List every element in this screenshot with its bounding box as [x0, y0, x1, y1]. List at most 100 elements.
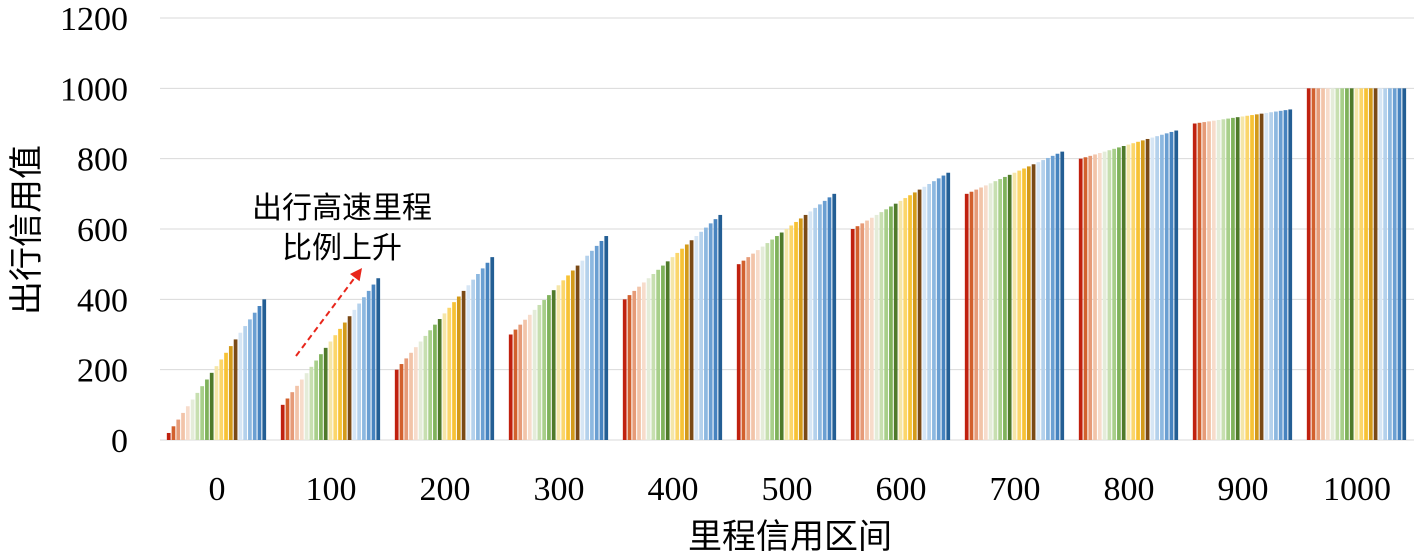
y-axis-title: 出行信用值	[7, 145, 47, 315]
bar	[1121, 146, 1126, 440]
bar	[1046, 157, 1050, 440]
bar	[1269, 112, 1273, 440]
bar	[1254, 114, 1259, 441]
bar	[813, 207, 817, 440]
bar	[708, 223, 713, 440]
bar	[1335, 88, 1340, 440]
bar	[993, 181, 998, 441]
bar	[1250, 115, 1254, 440]
bar	[903, 198, 908, 440]
bar	[352, 309, 357, 440]
x-axis-title: 里程信用区间	[688, 517, 892, 557]
bar	[547, 295, 551, 440]
bar	[228, 346, 233, 440]
bar	[751, 253, 755, 440]
bar	[456, 296, 461, 440]
bar	[927, 183, 931, 441]
bar	[190, 399, 195, 440]
bar	[309, 366, 314, 440]
bar	[922, 186, 927, 440]
bar	[1174, 130, 1179, 440]
bar	[1330, 88, 1335, 440]
bar	[656, 269, 661, 440]
bar	[551, 290, 556, 440]
bar	[622, 299, 627, 440]
bar	[604, 236, 609, 440]
bar	[1349, 88, 1354, 440]
bar	[394, 369, 399, 440]
bar	[1083, 157, 1088, 440]
bar	[171, 426, 176, 440]
bar	[224, 352, 228, 440]
bar	[1264, 112, 1269, 440]
bar	[646, 278, 651, 440]
bar	[794, 221, 798, 440]
bar	[1231, 117, 1235, 441]
bar	[176, 419, 181, 440]
bar	[1150, 137, 1155, 440]
bar	[471, 279, 475, 440]
bar	[1041, 160, 1045, 440]
bar	[1097, 153, 1102, 441]
bar	[366, 290, 371, 440]
bar	[290, 392, 295, 440]
bar	[893, 203, 898, 440]
x-tick-label: 700	[990, 471, 1041, 508]
bar	[760, 246, 765, 440]
bar	[1117, 147, 1121, 440]
bar	[1359, 88, 1364, 440]
bar	[889, 206, 893, 440]
bar	[304, 373, 309, 440]
bar	[1388, 88, 1392, 440]
trend-arrow	[295, 273, 359, 357]
bar	[452, 302, 456, 440]
bar	[1207, 121, 1211, 440]
bar	[575, 265, 580, 440]
bar	[1383, 88, 1387, 440]
x-tick-label: 1000	[1323, 471, 1391, 508]
bar	[205, 379, 209, 440]
bar	[585, 255, 589, 440]
bar	[447, 307, 452, 440]
bar	[974, 189, 979, 440]
x-tick-label: 800	[1104, 471, 1155, 508]
bar	[166, 432, 171, 440]
bar	[803, 214, 808, 440]
bar	[1235, 117, 1240, 441]
bar	[775, 236, 779, 440]
bar	[219, 359, 224, 440]
bar	[1211, 120, 1216, 440]
bar	[1311, 88, 1316, 440]
bar	[580, 260, 585, 440]
bar	[323, 347, 328, 440]
bar	[480, 268, 485, 440]
bar	[979, 187, 983, 440]
bar	[694, 236, 699, 440]
bar	[590, 250, 594, 440]
bar	[699, 231, 703, 440]
bar	[319, 354, 323, 440]
y-tick-label: 400	[77, 282, 128, 319]
bar	[338, 328, 342, 440]
bar	[1340, 88, 1345, 440]
bar	[248, 319, 252, 440]
bar	[1164, 133, 1169, 440]
bar	[689, 240, 694, 440]
bar	[328, 341, 333, 440]
bar	[1397, 88, 1402, 440]
bar	[1112, 148, 1117, 440]
bar	[670, 257, 675, 440]
y-tick-label: 1000	[60, 71, 128, 108]
bar	[1354, 88, 1359, 440]
bar	[917, 189, 922, 440]
bar	[770, 239, 775, 440]
bar	[765, 243, 770, 440]
x-tick-label: 300	[534, 471, 585, 508]
bar	[627, 295, 632, 440]
bar	[1373, 88, 1378, 440]
bar	[1136, 141, 1140, 441]
bar	[865, 220, 869, 440]
bar	[508, 334, 513, 440]
y-tick-label: 800	[77, 142, 128, 179]
bar	[490, 257, 495, 440]
